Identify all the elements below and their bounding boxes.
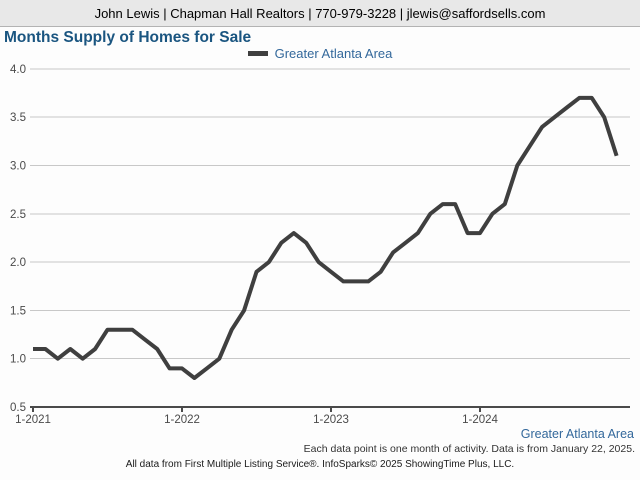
y-axis-labels: 0.5 1.0 1.5 2.0 2.5 3.0 3.5 4.0 (10, 64, 26, 414)
y-axis-label: 3.5 (10, 112, 26, 124)
series-line (33, 95, 619, 380)
x-axis-label: 1-2024 (462, 414, 498, 426)
attribution-line: All data from First Multiple Listing Ser… (125, 459, 515, 470)
y-axis-label: 1.5 (10, 305, 26, 317)
header-bar: John Lewis | Chapman Hall Realtors | 770… (0, 0, 640, 27)
legend: Greater Atlanta Area (0, 46, 640, 61)
y-axis-label: 2.0 (10, 257, 26, 269)
x-axis: 1-2021 1-2022 1-2023 1-2024 (15, 406, 630, 426)
footer-region-label: Greater Atlanta Area (520, 427, 634, 441)
y-axis-label: 1.0 (10, 354, 26, 366)
x-axis-label: 1-2023 (313, 414, 349, 426)
data-note: Each data point is one month of activity… (303, 443, 635, 455)
x-axis-label: 1-2021 (15, 414, 51, 426)
y-axis-label: 4.0 (10, 64, 26, 76)
x-axis-label: 1-2022 (164, 414, 200, 426)
legend-line-swatch (247, 51, 268, 56)
y-axis-label: 2.5 (10, 209, 26, 221)
legend-label: Greater Atlanta Area (274, 46, 393, 61)
series-lines (33, 95, 619, 380)
y-axis-label: 3.0 (10, 161, 26, 173)
contact-line: John Lewis | Chapman Hall Realtors | 770… (94, 5, 546, 21)
gridlines (30, 68, 630, 360)
y-axis-label: 0.5 (10, 402, 26, 414)
page-title: Months Supply of Homes for Sale (4, 29, 252, 46)
